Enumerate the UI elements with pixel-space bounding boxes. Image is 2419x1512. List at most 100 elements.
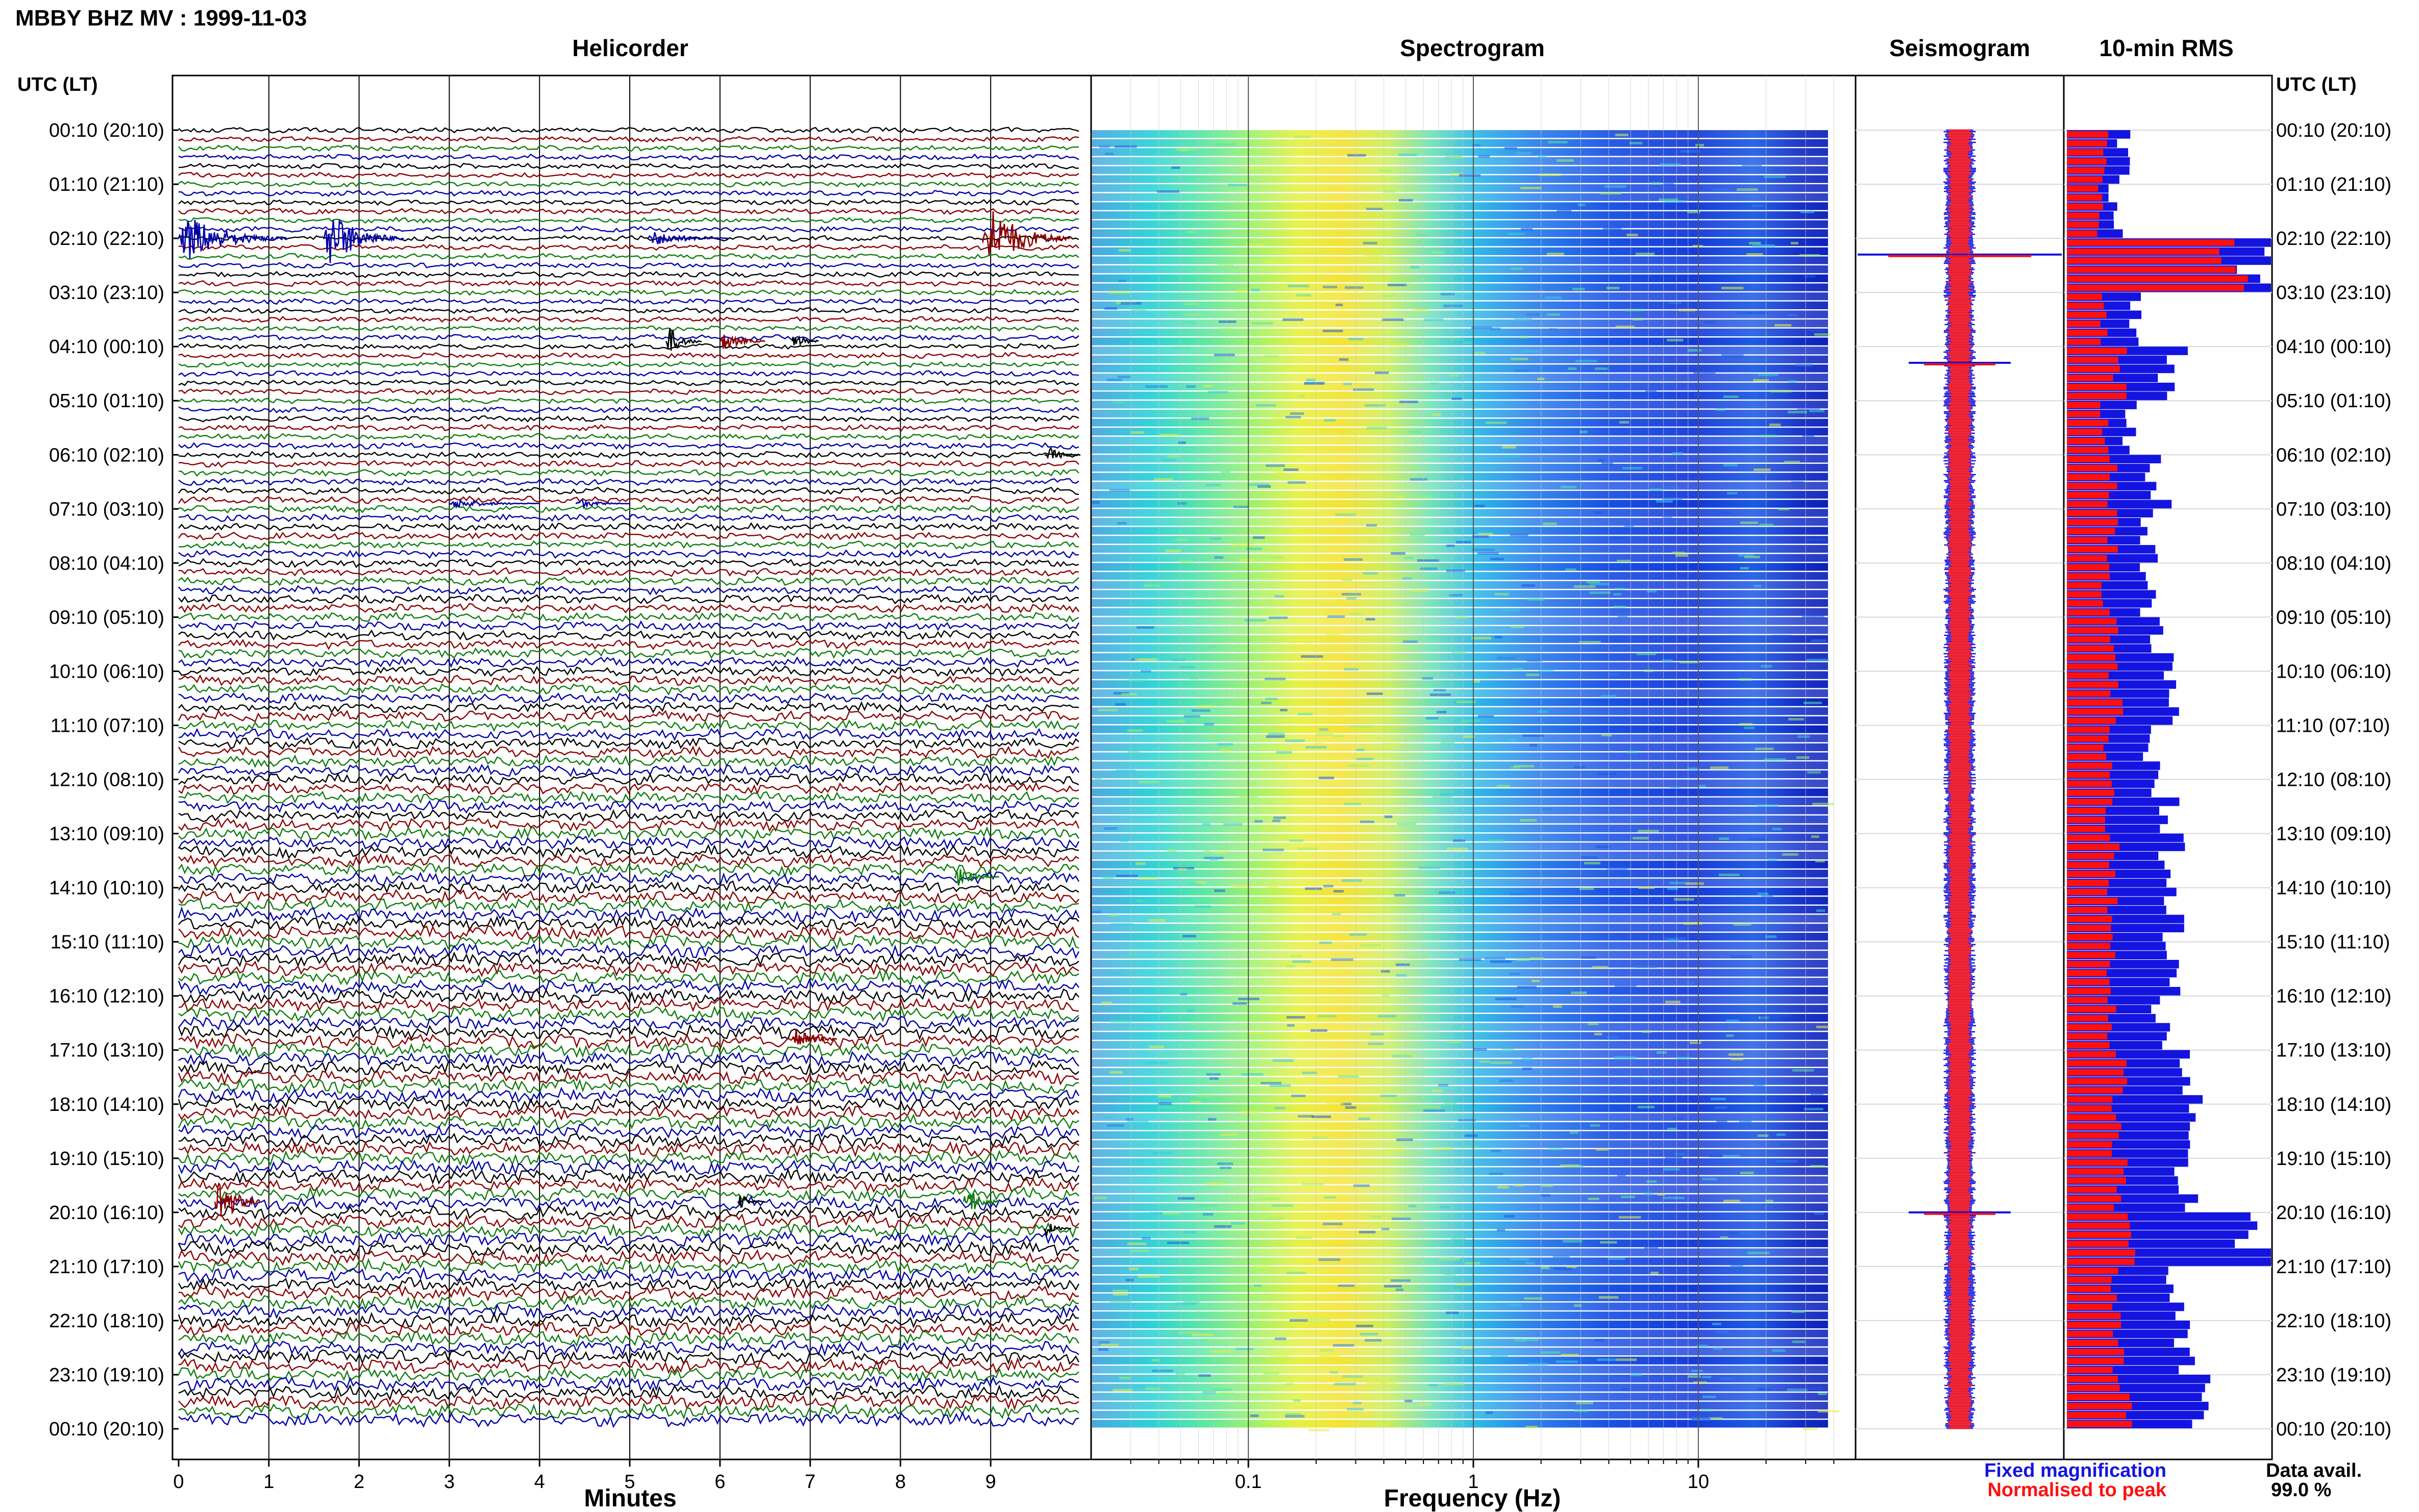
helicorder-trace <box>178 1070 1079 1086</box>
spectrogram-speckle <box>1342 879 1362 882</box>
spectrogram-speckle <box>1396 496 1405 499</box>
rms-bar-normalised <box>2067 410 2101 417</box>
spectrogram-speckle <box>1286 1383 1294 1385</box>
spectrogram-speckle <box>1638 886 1655 889</box>
spectrogram-speckle <box>1797 409 1820 411</box>
spectrogram-speckle <box>1537 710 1548 713</box>
spectrogram-speckle <box>1511 267 1523 270</box>
spectrogram-row <box>1092 1366 1828 1374</box>
spectrogram-speckle <box>1778 508 1790 510</box>
rms-bar-normalised <box>2067 1195 2121 1202</box>
spectrogram-row <box>1092 1339 1828 1347</box>
spectrogram-speckle <box>1346 597 1357 600</box>
spectrogram-speckle <box>1356 758 1373 760</box>
time-tick-label: 04:10 (00:10) <box>2276 336 2391 358</box>
spectrogram-speckle <box>1271 1354 1289 1356</box>
spectrogram-speckle <box>1665 1156 1683 1158</box>
spectrogram-speckle <box>1206 1182 1225 1185</box>
spectrogram-speckle <box>1629 815 1637 818</box>
spectrogram-speckle <box>1292 522 1300 524</box>
spectrogram-speckle <box>1236 290 1247 292</box>
spectrogram-speckle <box>1753 379 1769 382</box>
spectrogram-speckle <box>1327 713 1340 715</box>
spectrogram-speckle <box>1113 1290 1128 1292</box>
spectrogram-speckle <box>1679 309 1696 311</box>
spectrogram-speckle <box>1326 1102 1344 1105</box>
spectrogram-speckle <box>1618 615 1628 617</box>
spectrogram-speckle <box>1162 459 1175 461</box>
spectrogram-speckle <box>1409 734 1425 737</box>
helicorder-trace <box>178 709 1079 723</box>
spectrogram-speckle <box>1390 280 1411 283</box>
spectrogram-speckle <box>1338 1075 1359 1078</box>
spectrogram-speckle <box>1296 294 1311 296</box>
spectrogram-speckle <box>1220 1133 1238 1136</box>
time-tick-label: 18:10 (14:10) <box>49 1094 164 1116</box>
spectrogram-speckle <box>1156 1203 1173 1206</box>
spectrogram-row <box>1092 428 1828 436</box>
spectrogram-speckle <box>1102 1116 1115 1119</box>
spectrogram-speckle <box>1663 516 1672 518</box>
spectrogram-speckle <box>1545 296 1562 299</box>
spectrogram-speckle <box>1814 333 1831 336</box>
rms-bar-normalised <box>2067 582 2102 589</box>
spectrogram-speckle <box>1511 626 1524 628</box>
spectrogram-speckle <box>1609 673 1620 676</box>
spectrogram-speckle <box>1799 254 1820 257</box>
minutes-axis-label: Minutes <box>584 1485 676 1512</box>
tz-label-right: UTC (LT) <box>2276 74 2357 95</box>
spectrogram-speckle <box>1720 1236 1729 1239</box>
spectrogram-speckle <box>1501 455 1520 457</box>
rms-panel <box>2063 75 2273 1460</box>
rms-bar-normalised <box>2067 501 2108 508</box>
spectrogram-speckle <box>1497 785 1510 787</box>
time-tick-label: 00:10 (20:10) <box>2276 120 2391 141</box>
spectrogram-speckle <box>1266 735 1285 738</box>
spectrogram-speckle <box>1419 1106 1441 1108</box>
helicorder-trace <box>178 692 1079 704</box>
spectrogram-speckle <box>1441 293 1454 295</box>
spectrogram-speckle <box>1471 637 1491 639</box>
time-tick-label: 01:10 (21:10) <box>2276 174 2391 195</box>
spectrogram-speckle <box>1698 785 1706 787</box>
spectrogram-speckle <box>1721 152 1729 154</box>
time-ticks-right: 00:10 (20:10) 01:10 (21:10) 02:10 (22:10) 0… <box>2276 120 2391 1440</box>
spectrogram-speckle <box>1769 424 1781 426</box>
helicorder-trace <box>178 334 1079 341</box>
helicorder-trace <box>178 567 1079 577</box>
spectrogram-speckle <box>1353 1184 1370 1187</box>
spectrogram-speckle <box>1391 1279 1411 1282</box>
spectrogram-speckle <box>1752 244 1775 247</box>
spectrogram-speckle <box>1252 322 1273 325</box>
spectrogram-speckle <box>1151 1359 1159 1361</box>
spectrogram-speckle <box>1389 343 1410 346</box>
helicorder-x-tick-label: 6 <box>714 1471 725 1493</box>
helicorder-event <box>791 1028 837 1045</box>
spectrogram-speckle <box>1543 523 1557 525</box>
helicorder-trace <box>178 549 1079 559</box>
spectrogram-speckle <box>1273 1059 1294 1062</box>
spectrogram-speckle <box>1367 427 1387 429</box>
spectrogram-row <box>1092 1375 1828 1383</box>
spectrogram-speckle <box>1719 874 1740 876</box>
spectrogram-row <box>1092 870 1828 878</box>
spectrogram-speckle <box>1268 885 1277 888</box>
spectrogram-row <box>1092 211 1828 219</box>
rms-bar-normalised <box>2067 1132 2119 1139</box>
spectrogram-speckle <box>1603 227 1622 230</box>
spectrogram-speckle <box>1623 309 1643 311</box>
spectrogram-speckle <box>1191 417 1210 420</box>
spectrogram-speckle <box>1776 1133 1786 1136</box>
rms-bar-normalised <box>2067 871 2115 877</box>
spectrogram-speckle <box>1396 974 1407 977</box>
spectrogram-speckle <box>1297 1406 1317 1408</box>
rms-bar-normalised <box>2067 934 2113 940</box>
helicorder-trace <box>178 1086 1080 1103</box>
spectrogram-row <box>1092 1068 1828 1076</box>
spectrogram-x-tick-label: 1 <box>1468 1471 1478 1493</box>
rms-bar-normalised <box>2067 474 2110 481</box>
time-tick-label: 17:10 (13:10) <box>2276 1040 2391 1061</box>
helicorder-trace <box>178 656 1079 668</box>
spectrogram-row <box>1092 1284 1828 1293</box>
spectrogram-speckle <box>1521 336 1528 338</box>
